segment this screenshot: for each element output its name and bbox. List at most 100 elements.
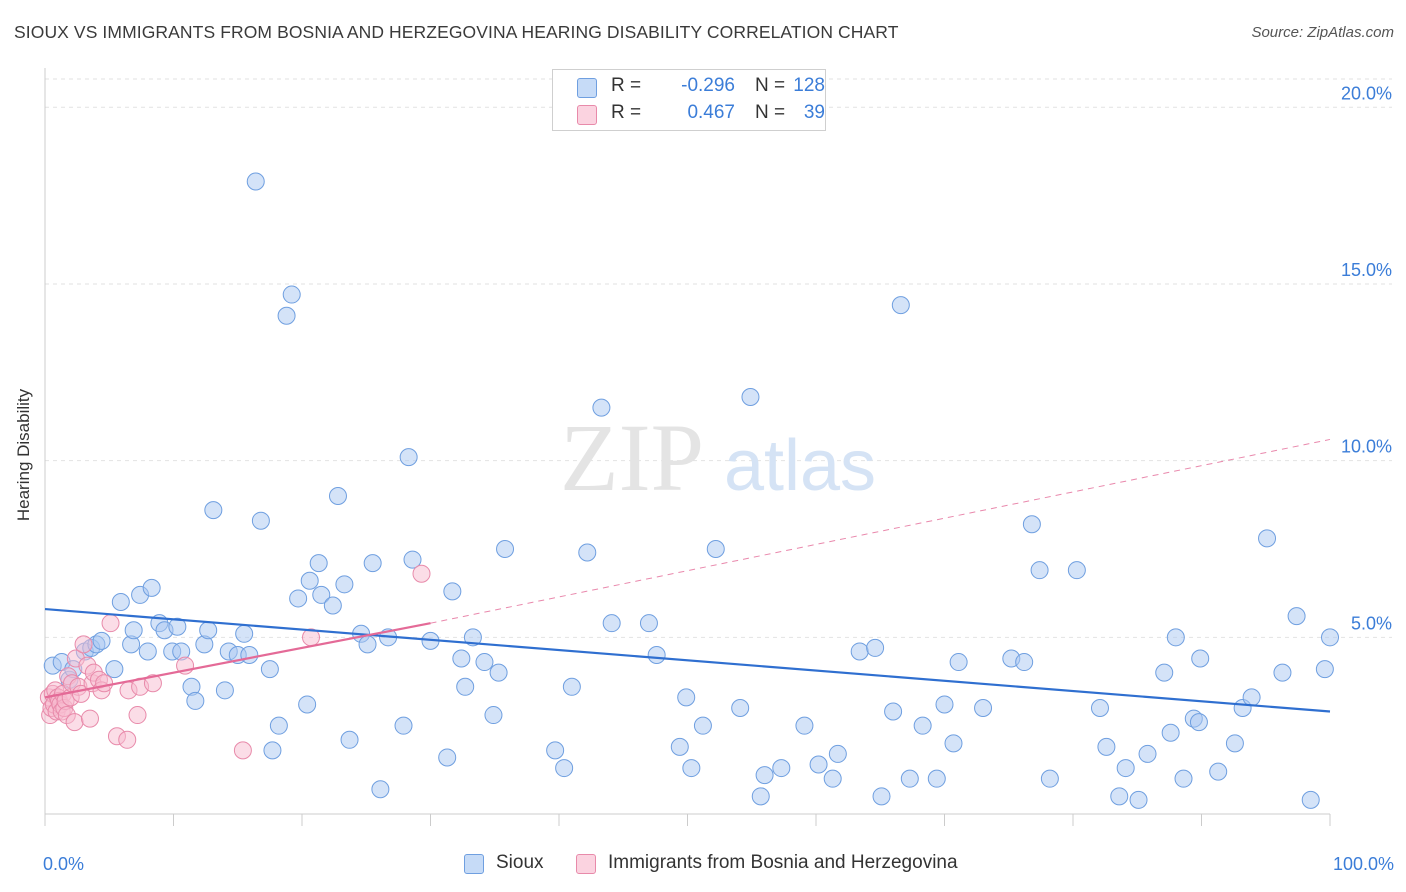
sioux-point xyxy=(866,638,885,657)
bosnia-point xyxy=(65,713,84,732)
sioux-point xyxy=(1090,698,1109,717)
sioux-point xyxy=(363,554,382,573)
sioux-point xyxy=(300,571,319,590)
y-axis-label: Hearing Disability xyxy=(14,388,33,522)
sioux-point xyxy=(1161,723,1180,742)
bosnia-point xyxy=(101,614,120,633)
sioux-point xyxy=(452,649,471,668)
sioux-point xyxy=(438,748,457,767)
sioux-point xyxy=(823,769,842,788)
sioux-point xyxy=(403,550,422,569)
sioux-point xyxy=(949,653,968,672)
sioux-point xyxy=(927,769,946,788)
sioux-point xyxy=(309,554,328,573)
sioux-point xyxy=(1321,628,1339,647)
sioux-point xyxy=(1022,515,1041,534)
sioux-point xyxy=(269,716,288,735)
sioux-point xyxy=(546,741,565,760)
sioux-point xyxy=(138,642,157,661)
sioux-point xyxy=(944,734,963,753)
sioux-point xyxy=(456,677,475,696)
sioux-point xyxy=(340,730,359,749)
sioux-point xyxy=(199,621,218,640)
bosnia-point xyxy=(74,635,93,654)
sioux-point xyxy=(463,628,482,647)
sioux-point xyxy=(475,653,494,672)
watermark: ZIP atlas xyxy=(560,404,876,511)
sioux-point xyxy=(602,614,621,633)
legend-n-label: N = xyxy=(755,102,786,123)
sioux-point xyxy=(215,681,234,700)
y-tick-label: 15.0% xyxy=(1341,260,1392,280)
sioux-point xyxy=(1225,734,1244,753)
sioux-point xyxy=(884,702,903,721)
sioux-point xyxy=(741,388,760,407)
sioux-point xyxy=(260,660,279,679)
bosnia-trend-line xyxy=(44,622,431,699)
sioux-point xyxy=(335,575,354,594)
sioux-point xyxy=(251,511,270,530)
bottom-legend-label: Sioux xyxy=(496,852,544,873)
sioux-point xyxy=(772,759,791,778)
sioux-point xyxy=(578,543,597,562)
correlation-legend: R = -0.296 N = 128 R = 0.467 N = 39 xyxy=(552,69,826,131)
legend-n-value: 128 xyxy=(793,75,825,96)
sioux-point xyxy=(1155,663,1174,682)
sioux-point xyxy=(246,172,265,191)
sioux-point xyxy=(647,645,666,664)
tick-labels: 5.0% 10.0% 15.0% 20.0% 0.0% 100.0% xyxy=(43,83,1394,874)
chart-title: SIOUX VS IMMIGRANTS FROM BOSNIA AND HERZ… xyxy=(14,22,899,42)
sioux-point xyxy=(850,642,869,661)
sioux-point xyxy=(974,698,993,717)
sioux-point xyxy=(562,677,581,696)
sioux-point xyxy=(1015,653,1034,672)
sioux-point xyxy=(1315,660,1334,679)
sioux-point xyxy=(1174,769,1193,788)
sioux-point xyxy=(277,306,296,325)
series-sioux-points xyxy=(43,172,1339,809)
sioux-point xyxy=(809,755,828,774)
sioux-point xyxy=(399,448,418,467)
sioux-point xyxy=(496,539,515,558)
bottom-legend-swatch-sioux xyxy=(464,854,484,874)
legend-r-label: R = xyxy=(611,102,642,123)
sioux-point xyxy=(312,585,331,604)
sioux-point xyxy=(1189,713,1208,732)
legend-r-value: 0.467 xyxy=(687,102,735,123)
sioux-point xyxy=(1166,628,1185,647)
x-tick-label: 0.0% xyxy=(43,854,84,874)
sioux-point xyxy=(489,663,508,682)
sioux-point xyxy=(592,398,611,417)
sioux-point xyxy=(142,578,161,597)
sioux-point xyxy=(1273,663,1292,682)
sioux-point xyxy=(443,582,462,601)
sioux-point xyxy=(1067,561,1086,580)
sioux-point xyxy=(1191,649,1210,668)
sioux-point xyxy=(1138,744,1157,763)
sioux-point xyxy=(168,617,187,636)
sioux-point xyxy=(111,592,130,611)
sioux-point xyxy=(900,769,919,788)
trend-lines xyxy=(44,438,1331,713)
sioux-point xyxy=(639,614,658,633)
bottom-legend-label: Immigrants from Bosnia and Herzegovina xyxy=(608,852,958,873)
source-credit: Source: ZipAtlas.com xyxy=(1251,24,1394,41)
legend-n-label: N = xyxy=(755,75,786,96)
sioux-point xyxy=(323,596,342,615)
sioux-point xyxy=(935,695,954,714)
sioux-point xyxy=(1129,790,1148,809)
sioux-point xyxy=(693,716,712,735)
sioux-point xyxy=(1030,561,1049,580)
y-tick-label: 10.0% xyxy=(1341,437,1392,457)
legend-swatch-sioux xyxy=(577,78,597,98)
sioux-point xyxy=(394,716,413,735)
y-tick-label: 5.0% xyxy=(1351,613,1392,633)
sioux-point xyxy=(240,645,259,664)
sioux-point xyxy=(235,624,254,643)
sioux-point xyxy=(289,589,308,608)
sioux-point xyxy=(298,695,317,714)
sioux-point xyxy=(1301,790,1320,809)
sioux-point xyxy=(872,787,891,806)
legend-swatch-bosnia xyxy=(577,105,597,125)
